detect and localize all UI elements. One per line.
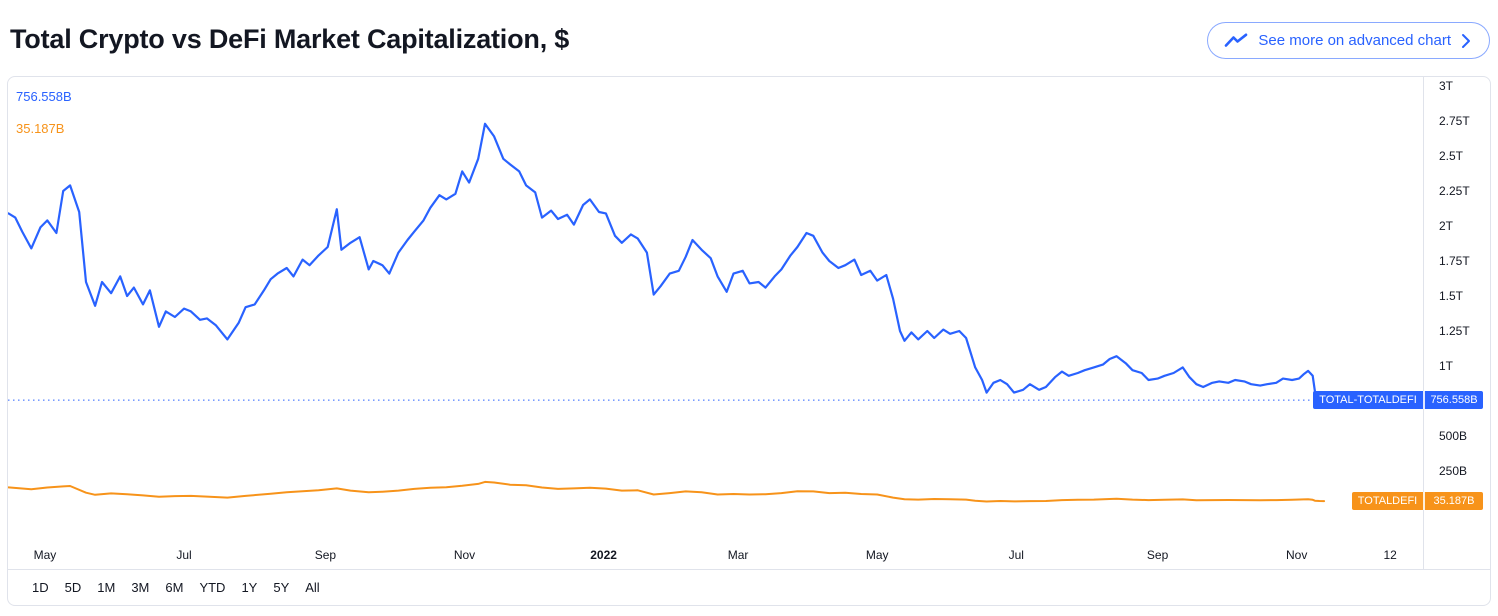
range-button-5y[interactable]: 5Y (265, 576, 297, 599)
range-button-5d[interactable]: 5D (57, 576, 90, 599)
range-button-1m[interactable]: 1M (89, 576, 123, 599)
chart-card: 756.558B 35.187B May Jul Sep Nov 2022 Mar May J… (7, 76, 1491, 606)
legend-defi-value: 35.187B (16, 121, 65, 136)
price-axis-label-500b: 500B (1439, 429, 1468, 443)
price-axis-label-2.25t: 2.25T (1439, 184, 1470, 198)
price-lines-chart (8, 122, 1326, 503)
price-badge-defi: TOTALDEFI 35.187B (1352, 492, 1483, 511)
chevron-right-icon (1461, 33, 1471, 49)
chart-legend: 756.558B 35.187B (16, 89, 72, 153)
trend-zigzag-icon (1224, 33, 1248, 48)
price-axis-label-2.75t: 2.75T (1439, 114, 1470, 128)
range-button-6m[interactable]: 6M (157, 576, 191, 599)
badge-divider (1423, 391, 1425, 410)
range-button-3m[interactable]: 3M (123, 576, 157, 599)
series-line-total-totaldefi (8, 122, 1326, 402)
price-axis[interactable]: 3T 2.75T 2.5T 2.25T 2T 1.75T 1.5T 1.25T 1T 500B 25… (1424, 77, 1490, 569)
range-toolbar: 1D 5D 1M 3M 6M YTD 1Y 5Y All (8, 569, 1490, 605)
price-badge-total-value: 756.558B (1430, 394, 1478, 407)
price-axis-label-1t: 1T (1439, 359, 1454, 373)
price-axis-label-2t: 2T (1439, 219, 1454, 233)
badge-divider (1423, 492, 1425, 511)
price-badge-defi-symbol: TOTALDEFI (1357, 495, 1418, 508)
page-title: Total Crypto vs DeFi Market Capitalizati… (10, 24, 570, 54)
advanced-chart-button-label: See more on advanced chart (1258, 32, 1451, 49)
legend-total-value: 756.558B (16, 89, 72, 104)
price-badge-total: TOTAL-TOTALDEFI 756.558B (1313, 391, 1483, 410)
price-axis-label-250b: 250B (1439, 464, 1468, 478)
price-badge-total-symbol: TOTAL-TOTALDEFI (1319, 394, 1417, 407)
price-axis-label-1.5t: 1.5T (1439, 289, 1464, 303)
range-button-1y[interactable]: 1Y (233, 576, 265, 599)
advanced-chart-button[interactable]: See more on advanced chart (1207, 22, 1490, 59)
series-line-totaldefi (8, 480, 1326, 503)
price-axis-label-1.25t: 1.25T (1439, 324, 1470, 338)
price-axis-label-1.75t: 1.75T (1439, 254, 1470, 268)
range-button-all[interactable]: All (297, 576, 327, 599)
range-button-1d[interactable]: 1D (24, 576, 57, 599)
price-axis-label-2.5t: 2.5T (1439, 149, 1464, 163)
price-axis-label-3t: 3T (1439, 79, 1454, 93)
chart-plot-area[interactable]: 756.558B 35.187B May Jul Sep Nov 2022 Mar May J… (8, 77, 1424, 569)
price-badge-defi-value: 35.187B (1433, 495, 1475, 508)
range-button-ytd[interactable]: YTD (191, 576, 233, 599)
